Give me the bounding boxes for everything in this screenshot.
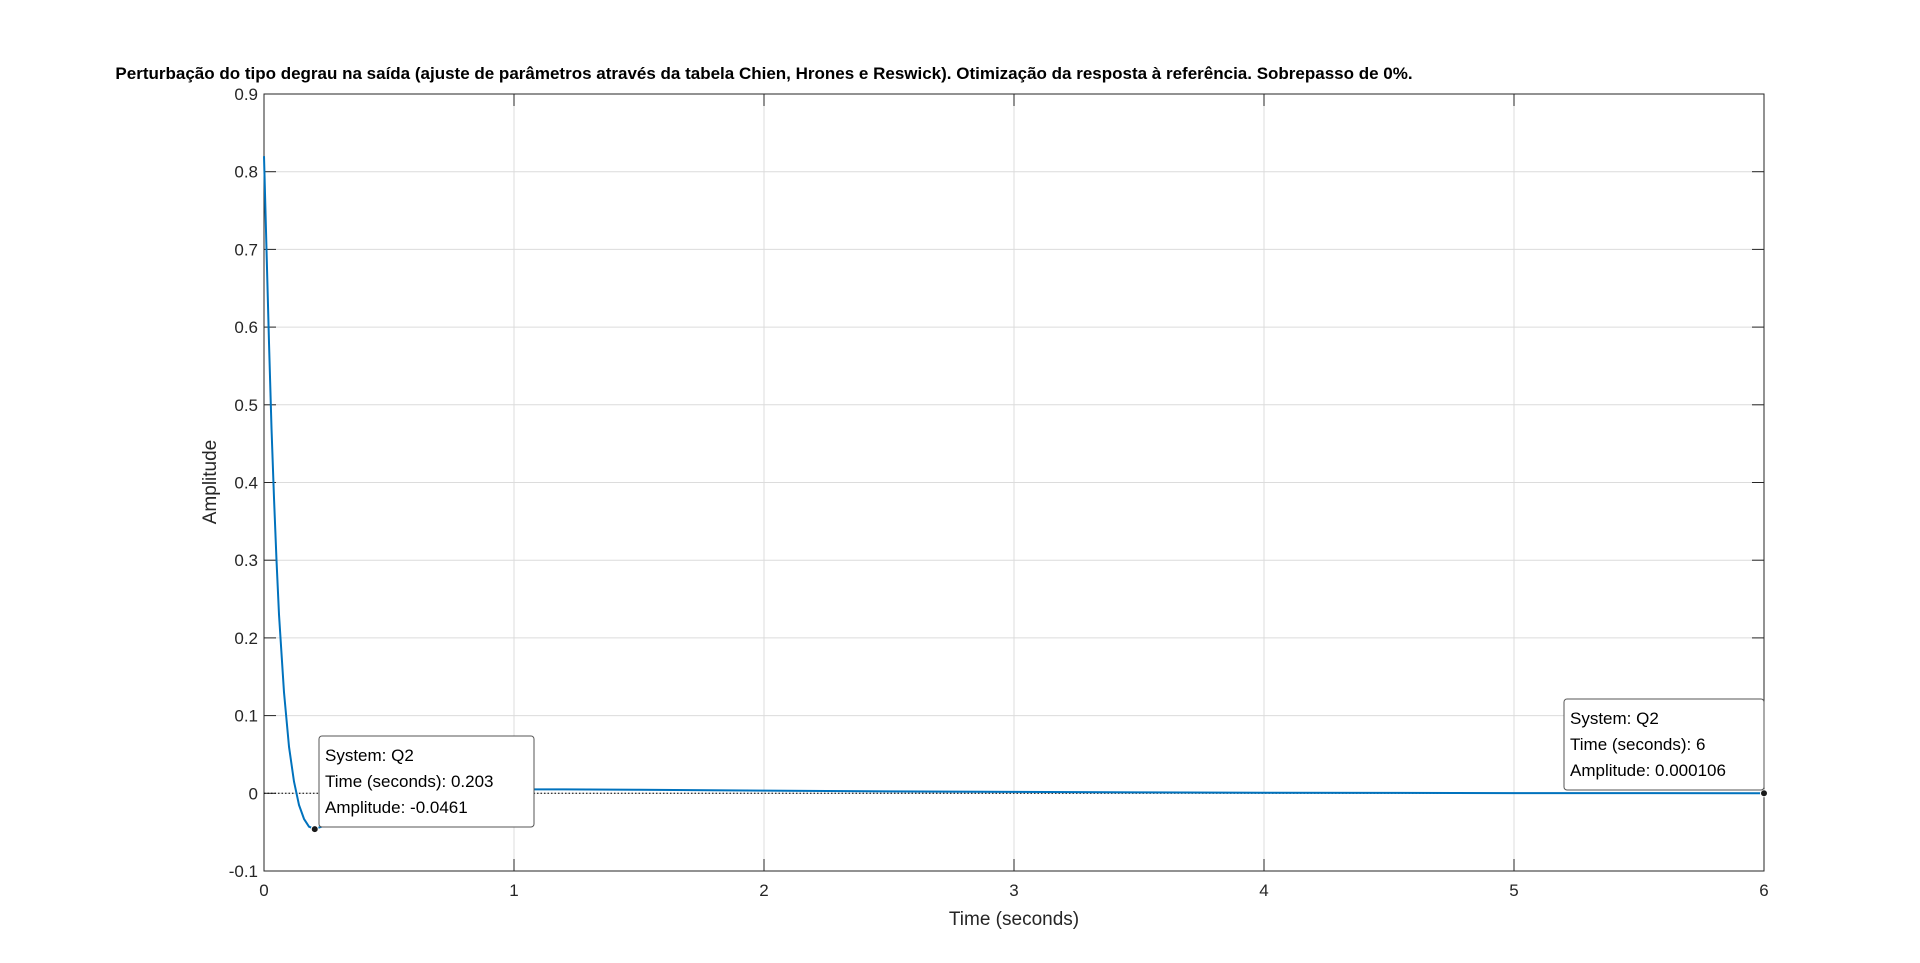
datatip[interactable]: System: Q2 Time (seconds): 0.203 Amplitude… [310,735,535,834]
datatip-system-label: System: Q2 [1570,709,1659,728]
tick-marks [263,93,1765,872]
x-axis-label: Time (seconds) [949,909,1079,930]
x-tick-label: 0 [259,881,268,900]
datatip-box [1563,698,1765,791]
x-tick-labels: 0 1 2 3 4 5 6 [259,881,1768,900]
y-tick-label: 0.2 [234,629,258,648]
y-axis-label: Amplitude [200,440,221,525]
y-tick-label: 0.1 [234,707,258,726]
datatip-time-label: Time (seconds): 0.203 [325,772,494,791]
y-tick-label: -0.1 [229,862,258,881]
x-tick-label: 1 [509,881,518,900]
y-tick-label: 0.7 [234,240,258,259]
datatip-marker[interactable] [1760,789,1768,798]
datatip-system-label: System: Q2 [325,746,414,765]
y-tick-label: 0 [249,784,258,803]
y-tick-label: 0.9 [234,85,258,104]
datatip-time-label: Time (seconds): 6 [1570,735,1705,754]
y-tick-label: 0.8 [234,163,258,182]
datatip-amplitude-label: Amplitude: 0.000106 [1570,761,1726,780]
x-tick-label: 4 [1259,881,1268,900]
datatip-marker[interactable] [310,825,319,834]
y-tick-label: 0.5 [234,396,258,415]
x-tick-label: 2 [759,881,768,900]
y-tick-label: 0.3 [234,551,258,570]
datatip-box [318,735,535,828]
datatip[interactable]: System: Q2 Time (seconds): 6 Amplitude: 0.… [1563,698,1768,798]
datatip-layer: System: Q2 Time (seconds): 0.203 Amplitude… [310,698,1768,834]
y-tick-label: 0.4 [234,474,258,493]
x-tick-label: 3 [1009,881,1018,900]
datatip-amplitude-label: Amplitude: -0.0461 [325,798,468,817]
y-tick-labels: -0.1 0 0.1 0.2 0.3 0.4 0.5 0.6 0.7 0.8 0.9 [229,85,258,881]
x-tick-label: 5 [1509,881,1518,900]
chart-title: Perturbação do tipo degrau na saída (aju… [115,64,1412,83]
y-tick-label: 0.6 [234,318,258,337]
x-tick-label: 6 [1759,881,1768,900]
